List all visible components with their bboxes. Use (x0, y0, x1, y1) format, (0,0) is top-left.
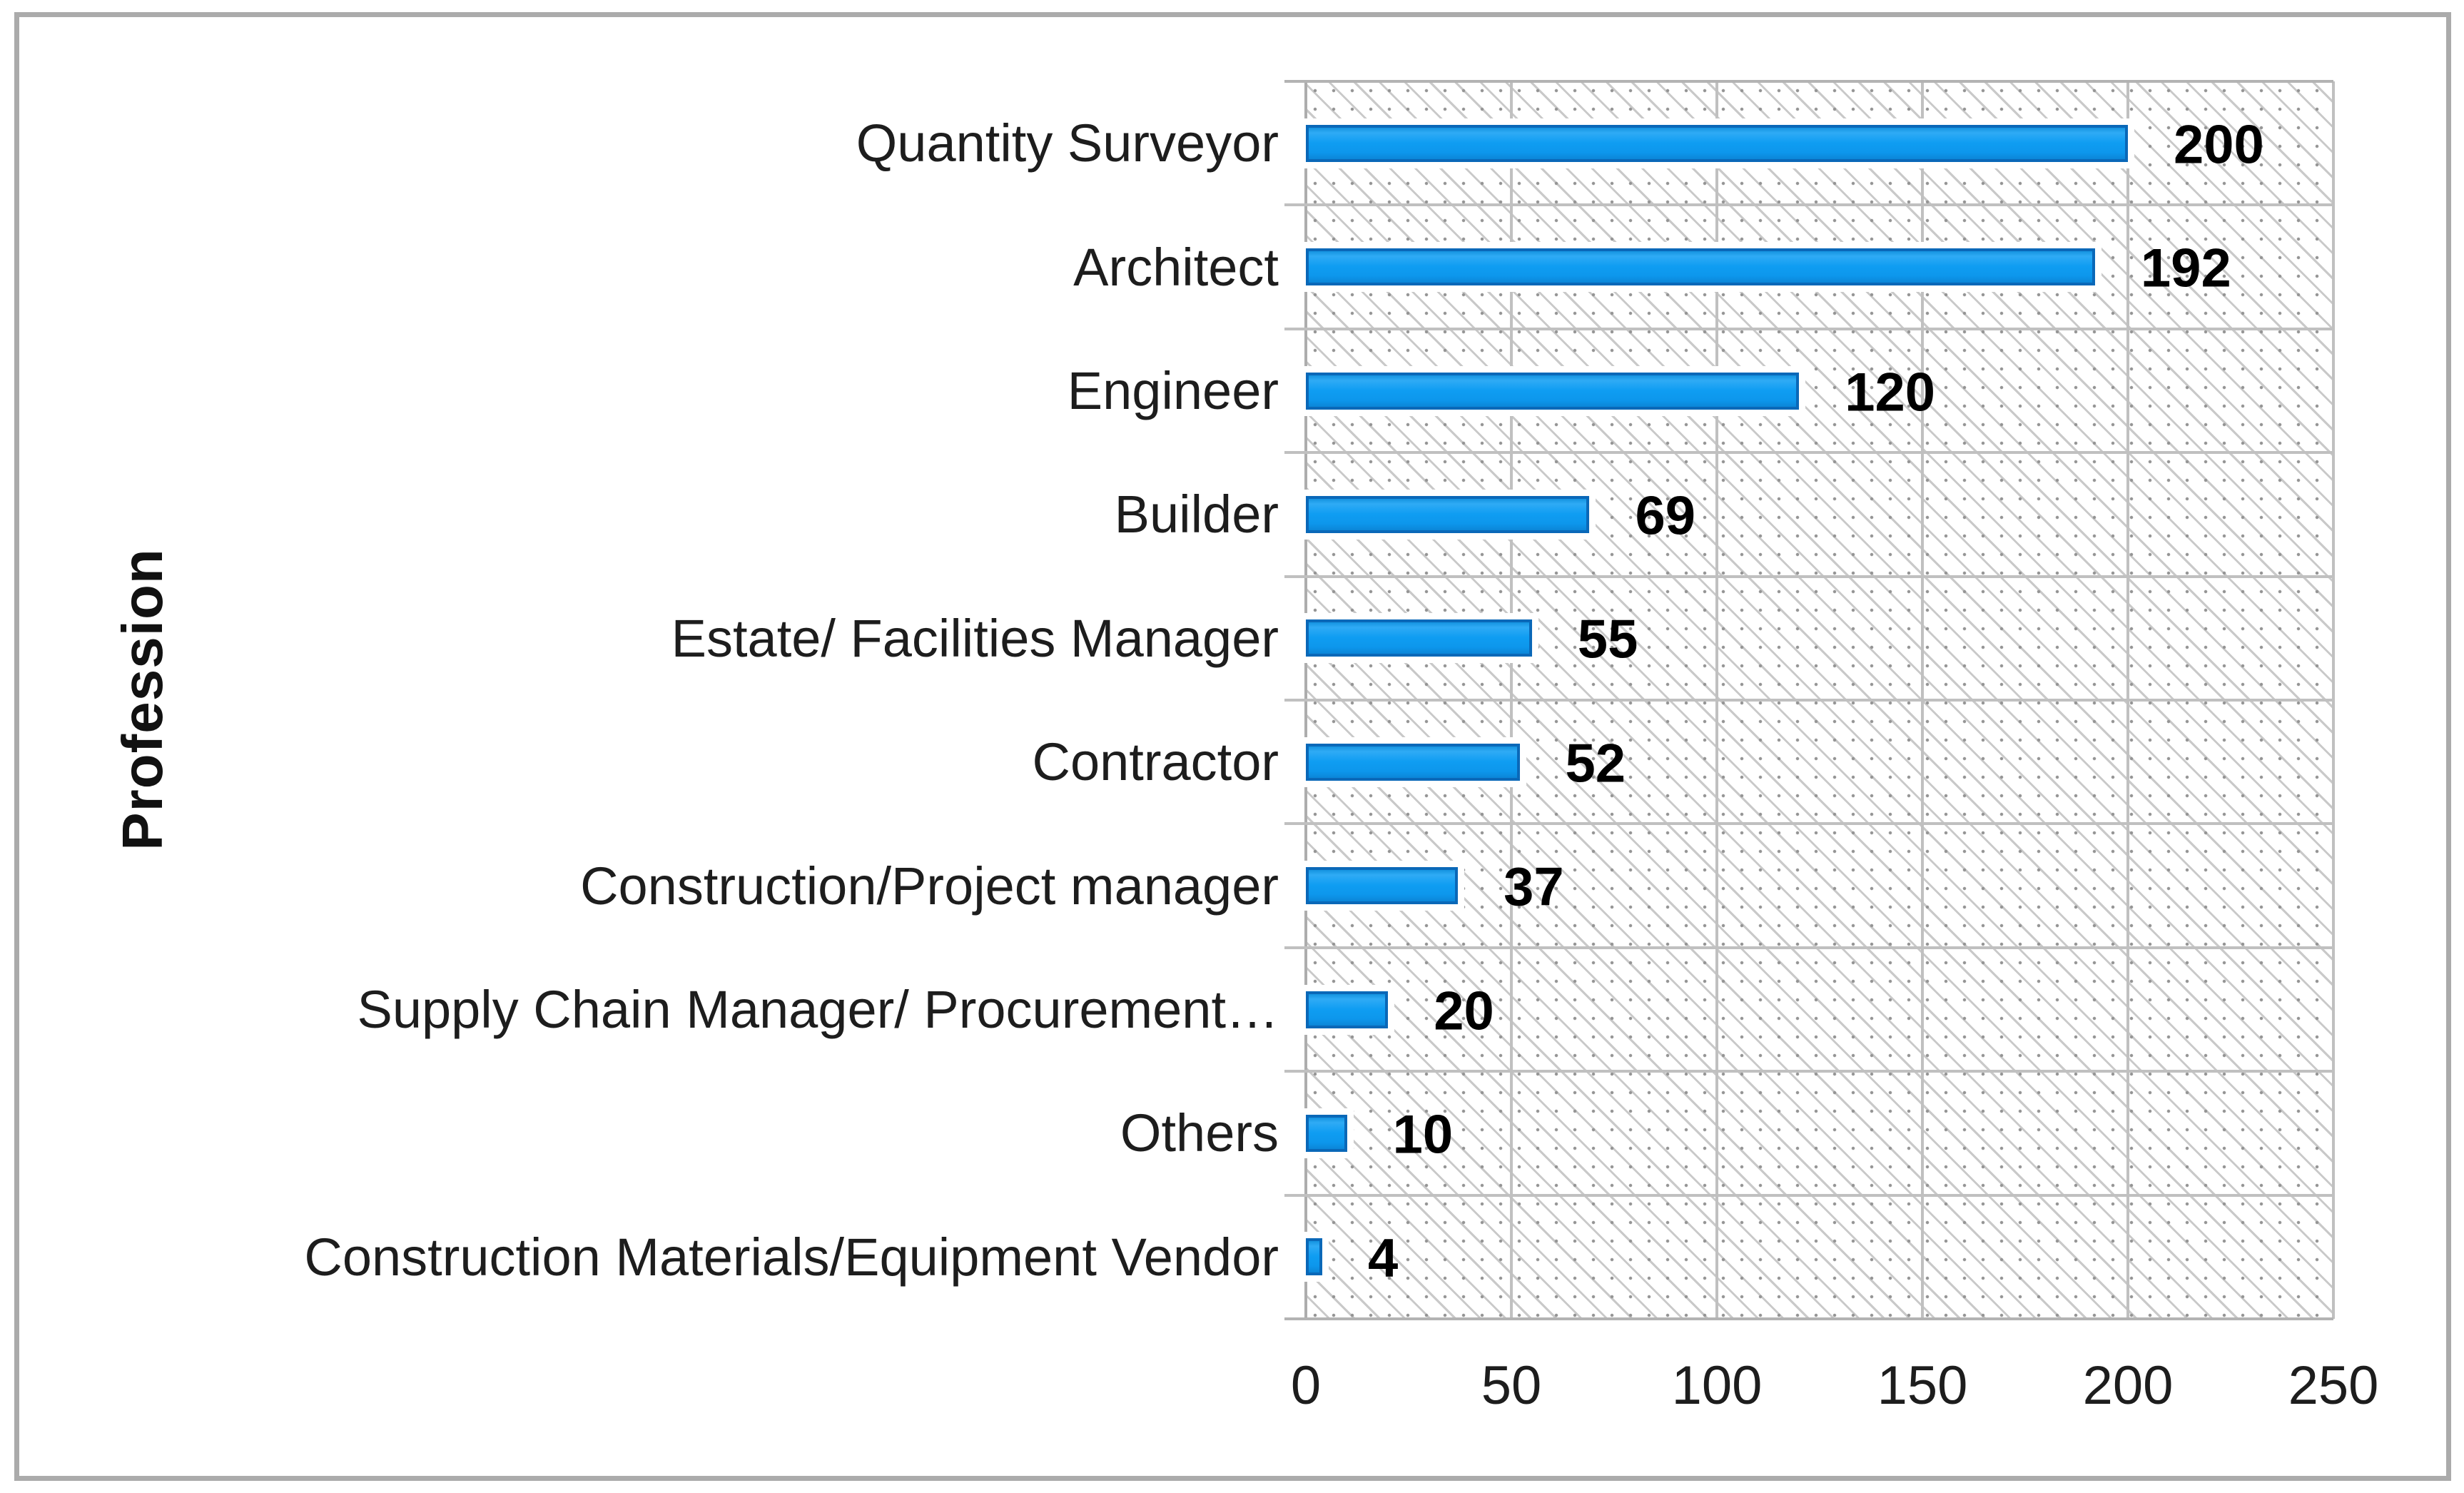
horizontal-gridline (1284, 327, 2333, 330)
value-label: 69 (1635, 485, 1695, 547)
value-label: 200 (2174, 114, 2264, 176)
bar (1306, 372, 1800, 410)
bar (1306, 743, 1520, 781)
category-label: Engineer (1067, 360, 1279, 420)
horizontal-gridline (1284, 946, 2333, 949)
x-axis-line (1284, 1317, 2333, 1320)
value-label: 192 (2140, 238, 2231, 299)
bar (1306, 1114, 1347, 1152)
category-label: Architect (1073, 237, 1279, 297)
value-label: 37 (1504, 856, 1564, 918)
x-tick-label: 200 (2082, 1355, 2174, 1416)
bar (1306, 991, 1389, 1028)
category-label: Construction/Project manager (580, 856, 1279, 916)
horizontal-gridline (1284, 1193, 2333, 1197)
value-label: 20 (1434, 981, 1494, 1041)
value-label: 10 (1392, 1104, 1454, 1165)
bar (1306, 248, 2095, 286)
value-label: 52 (1565, 733, 1626, 794)
x-tick-label: 50 (1481, 1355, 1542, 1416)
horizontal-gridline (1284, 451, 2333, 455)
category-label: Builder (1114, 485, 1279, 545)
category-label: Estate/ Facilities Manager (671, 608, 1279, 668)
horizontal-gridline (1284, 1070, 2333, 1073)
x-tick-label: 250 (2288, 1355, 2379, 1416)
bar (1306, 1238, 1323, 1276)
horizontal-gridline (1284, 575, 2333, 578)
x-tick-label: 100 (1671, 1355, 1763, 1416)
category-label: Supply Chain Manager/ Procurement… (357, 979, 1279, 1039)
x-tick-label: 0 (1290, 1355, 1322, 1416)
category-label: Quantity Surveyor (856, 113, 1279, 173)
value-label: 120 (1845, 362, 1935, 422)
x-tick-label: 150 (1877, 1355, 1968, 1416)
horizontal-gridline (1284, 822, 2333, 826)
bar (1306, 124, 2128, 162)
category-axis-labels: Quantity Surveyor Architect Engineer Builde… (57, 81, 1279, 1319)
vertical-gridline (2332, 81, 2335, 1319)
horizontal-gridline (1284, 699, 2333, 702)
category-label: Contractor (1032, 732, 1279, 792)
plot-area: 200 192 120 69 55 52 37 20 10 4 (1284, 80, 2335, 1320)
plot-top-border (1284, 80, 2333, 83)
value-label: 55 (1577, 609, 1638, 670)
category-label: Construction Materials/Equipment Vendor (304, 1227, 1279, 1287)
bar (1306, 867, 1459, 905)
bar (1306, 495, 1590, 533)
category-label: Others (1120, 1103, 1279, 1163)
value-label: 4 (1368, 1228, 1399, 1289)
bar (1306, 619, 1532, 657)
horizontal-gridline (1284, 203, 2333, 207)
